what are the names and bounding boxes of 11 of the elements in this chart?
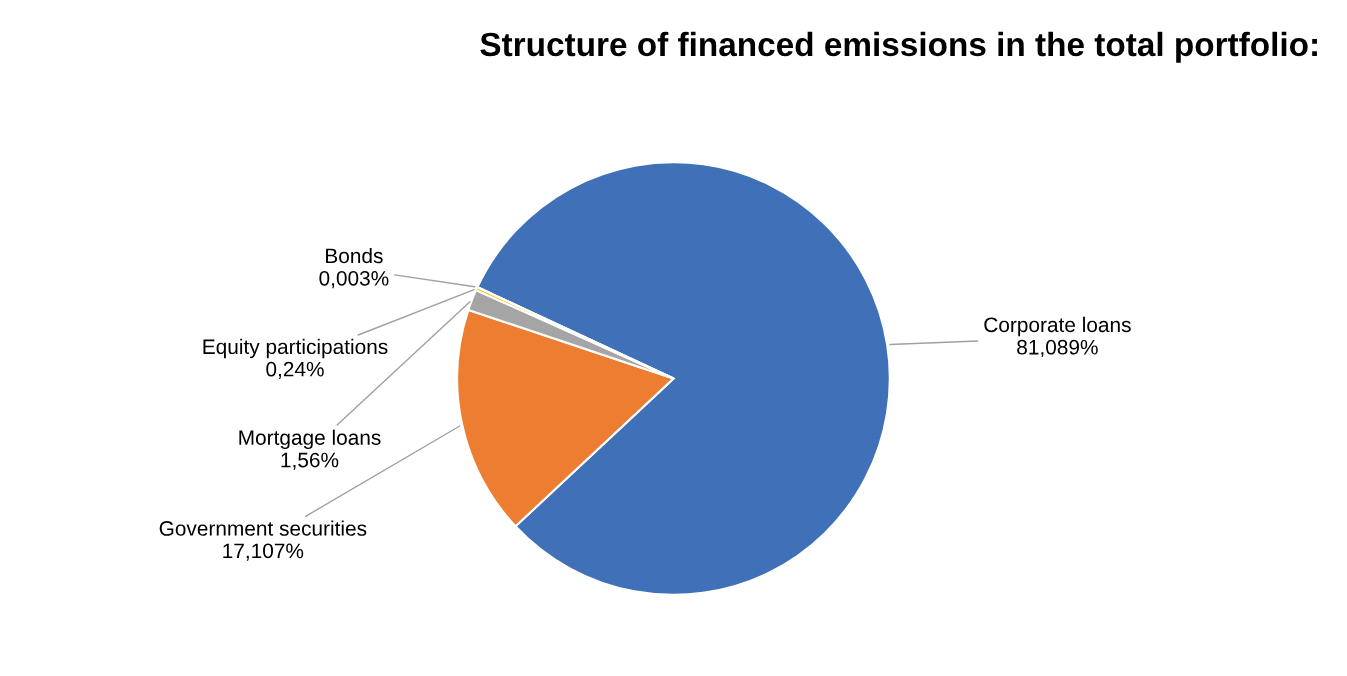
data-label: 17,107% [223, 543, 304, 561]
slice-label: Equity participations [203, 338, 388, 359]
data-label: 0,24% [266, 361, 324, 380]
chart-title: Structure of financed emissions in the total portfolio: [480, 31, 1317, 63]
slice-label: Corporate loans [984, 316, 1131, 337]
data-label: 1,56% [281, 452, 339, 470]
slice-label: Bonds [326, 247, 383, 264]
slice-label: Government securities [159, 520, 367, 536]
data-label: 0,003% [319, 270, 389, 289]
data-label: 81,089% [1017, 339, 1098, 358]
slice-label: Mortgage loans [239, 429, 381, 450]
